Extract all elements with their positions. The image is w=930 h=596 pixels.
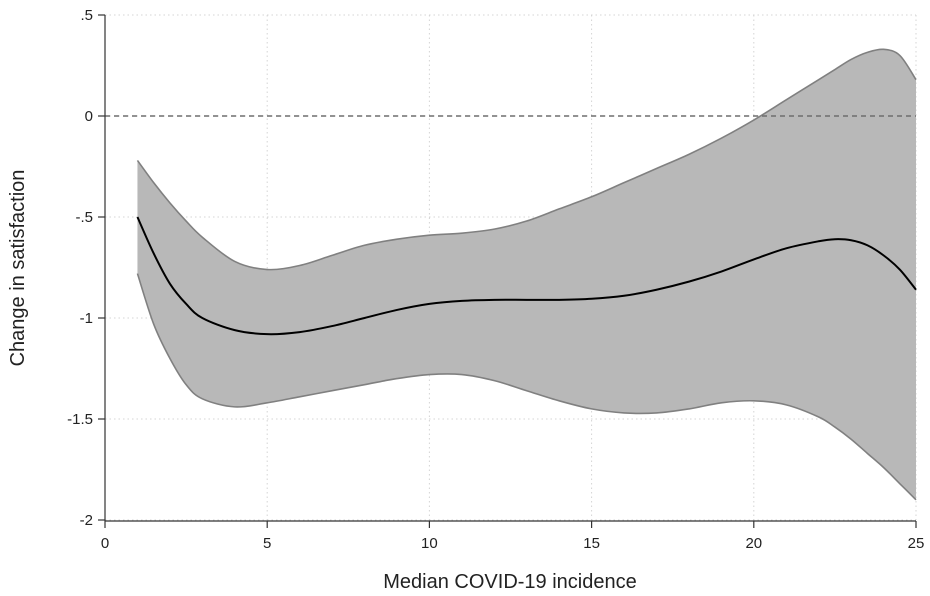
y-axis-title: Change in satisfaction bbox=[7, 170, 29, 367]
y-tick-label: -1 bbox=[80, 310, 93, 327]
upper-bound-line bbox=[136, 48, 917, 271]
y-tick-label: -.5 bbox=[75, 209, 93, 226]
y-tick-label: 0 bbox=[85, 108, 93, 125]
estimate-line bbox=[136, 216, 917, 336]
y-tick-label: .5 bbox=[80, 7, 93, 24]
x-tick-label: 0 bbox=[101, 535, 109, 552]
x-tick-label: 20 bbox=[745, 535, 762, 552]
x-tick-label: 10 bbox=[421, 535, 438, 552]
x-tick-label: 15 bbox=[583, 535, 600, 552]
x-tick-label: 25 bbox=[908, 535, 925, 552]
confidence-band-layer bbox=[136, 48, 917, 501]
lower-bound-line bbox=[136, 273, 917, 501]
x-tick-label: 5 bbox=[263, 535, 271, 552]
y-tick-label: -2 bbox=[80, 512, 93, 529]
axes: 0 5 10 15 20 25 .5 0 -.5 -1 -1.5 -2 bbox=[67, 7, 924, 552]
confidence-band bbox=[137, 49, 916, 500]
x-axis-title: Median COVID-19 incidence bbox=[383, 571, 636, 593]
line-layer bbox=[136, 216, 917, 336]
y-tick-label: -1.5 bbox=[67, 411, 93, 428]
